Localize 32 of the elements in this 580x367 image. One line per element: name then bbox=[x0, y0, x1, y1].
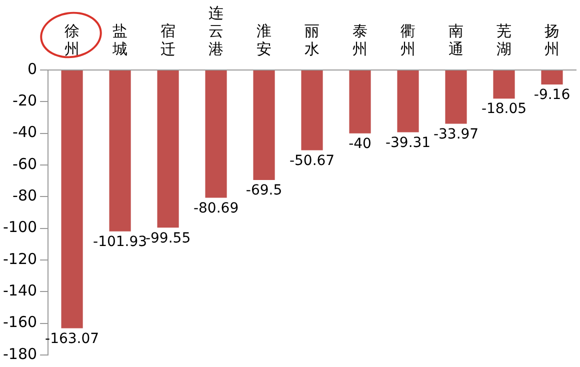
data-label: -80.69 bbox=[193, 200, 239, 216]
data-label: -69.5 bbox=[246, 182, 282, 199]
y-tick-label: 0 bbox=[27, 60, 38, 78]
x-tick-label: 宿迁 bbox=[160, 22, 176, 58]
y-tick-label: -180 bbox=[2, 344, 38, 363]
x-tick-label: 泰州 bbox=[352, 22, 368, 58]
y-tick-label: -80 bbox=[12, 186, 38, 205]
data-label: -9.16 bbox=[534, 87, 570, 104]
x-tick-label: 连云港 bbox=[208, 4, 224, 58]
x-tick-label: 芜湖 bbox=[496, 22, 512, 58]
data-label: -18.05 bbox=[481, 101, 527, 118]
data-label: -33.97 bbox=[433, 126, 479, 142]
y-tick-label: -120 bbox=[2, 250, 38, 268]
data-label: -40 bbox=[348, 136, 372, 152]
x-tick-label: 扬州 bbox=[544, 22, 560, 58]
y-tick-label: -140 bbox=[2, 282, 38, 300]
y-tick-label: -60 bbox=[12, 154, 38, 173]
x-tick-label: 淮安 bbox=[256, 22, 272, 58]
y-tick-label: -160 bbox=[2, 313, 38, 332]
y-tick-label: -100 bbox=[2, 218, 38, 236]
x-tick-label: 丽水 bbox=[304, 22, 320, 58]
data-label: -99.55 bbox=[145, 230, 191, 246]
data-label: -101.93 bbox=[93, 234, 148, 250]
x-tick-label: 徐州 bbox=[64, 22, 80, 58]
x-tick-label: 南通 bbox=[448, 22, 464, 58]
x-tick-label: 衢州 bbox=[400, 22, 416, 58]
x-tick-label: 盐城 bbox=[112, 22, 128, 58]
y-tick-label: -20 bbox=[12, 92, 38, 110]
data-label: -163.07 bbox=[45, 330, 100, 347]
data-label: -39.31 bbox=[385, 134, 431, 151]
data-label: -50.67 bbox=[289, 152, 335, 169]
y-tick-label: -40 bbox=[12, 123, 38, 142]
